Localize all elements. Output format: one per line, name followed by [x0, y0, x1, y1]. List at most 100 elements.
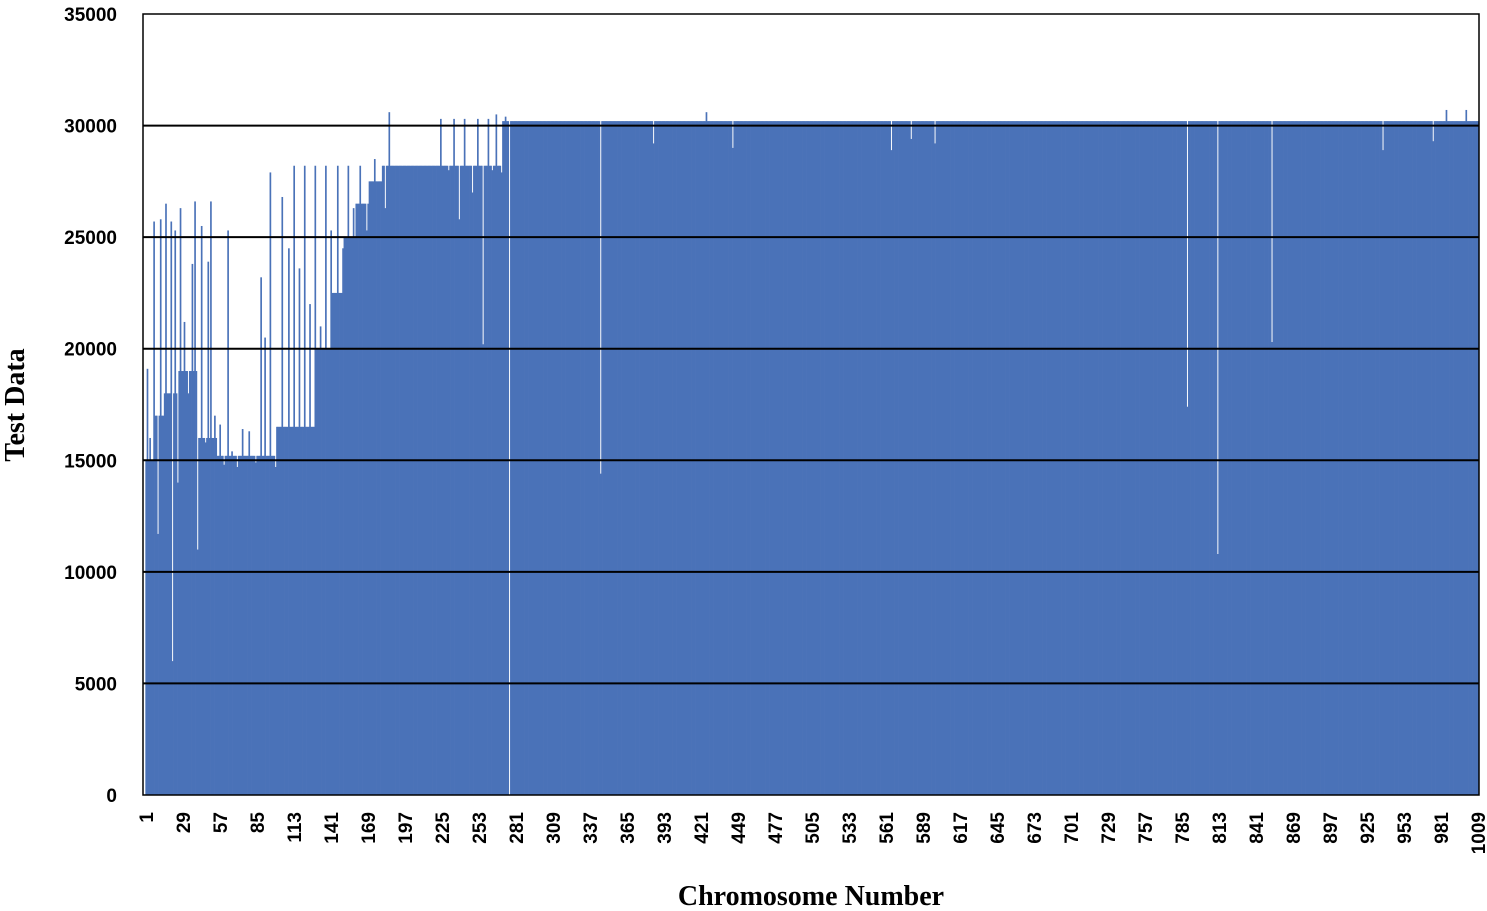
bar [659, 121, 662, 796]
bar [1181, 121, 1184, 796]
bar [706, 121, 709, 796]
bar [477, 118, 479, 795]
bar [1390, 121, 1392, 796]
bar [1460, 121, 1462, 796]
bar [643, 121, 646, 796]
bar [1231, 121, 1234, 796]
bar [517, 121, 520, 796]
bar [1346, 121, 1349, 796]
bar [769, 121, 771, 796]
bar [1117, 121, 1120, 796]
bar [675, 121, 677, 796]
bar [1099, 121, 1102, 796]
bar [934, 143, 936, 796]
bar [630, 121, 632, 796]
bar [917, 121, 919, 796]
bar [478, 165, 481, 796]
bar [1087, 121, 1090, 796]
bar [1320, 121, 1322, 796]
x-tick-label: 1 [137, 812, 158, 823]
bar [1203, 121, 1206, 796]
bar [184, 371, 187, 795]
bar [1141, 121, 1144, 796]
bar [1379, 121, 1382, 796]
bar [1022, 121, 1025, 796]
bar [557, 121, 560, 796]
bar [566, 121, 569, 796]
bar [272, 455, 274, 795]
bar [1462, 121, 1465, 796]
bar [1296, 121, 1298, 796]
bar [610, 121, 613, 796]
bar [589, 121, 592, 796]
bar [163, 393, 166, 795]
bar [680, 121, 683, 796]
bar [1121, 121, 1124, 796]
bar [206, 437, 208, 795]
bar [1469, 121, 1472, 796]
bar [997, 121, 1000, 796]
bar [841, 121, 844, 796]
bar [1183, 121, 1186, 796]
x-tick-label: 841 [1247, 812, 1268, 844]
bar [1018, 121, 1021, 796]
bar [899, 121, 902, 796]
bar [447, 170, 450, 795]
bar [749, 121, 751, 796]
bar [360, 203, 363, 796]
bar [1143, 121, 1145, 796]
bar [1234, 121, 1236, 796]
bar [366, 230, 368, 795]
bar [927, 121, 930, 796]
bar [314, 165, 317, 796]
bar [1338, 121, 1341, 796]
bar [1347, 121, 1350, 796]
bar [301, 426, 303, 795]
bar [923, 121, 926, 796]
bar [944, 121, 947, 796]
bar [175, 393, 178, 795]
bar [692, 121, 695, 796]
bar [1473, 121, 1476, 796]
bar [773, 121, 775, 796]
bar [1246, 121, 1248, 796]
bar [1301, 121, 1304, 796]
bar [1067, 121, 1070, 796]
bar [1157, 121, 1160, 796]
bar [231, 451, 233, 795]
bar [543, 121, 545, 796]
bar [400, 165, 403, 796]
bar [1398, 121, 1400, 796]
bar [1425, 121, 1428, 796]
bar [792, 121, 795, 796]
bar [783, 121, 786, 796]
bar [436, 165, 438, 796]
bar [457, 165, 459, 796]
bar [1008, 121, 1010, 796]
bar [1111, 121, 1113, 796]
bar [293, 165, 296, 796]
bar [775, 121, 778, 796]
bar [1366, 121, 1369, 796]
bar [511, 121, 514, 796]
bar [346, 237, 348, 795]
bar [532, 121, 535, 796]
bar [383, 165, 385, 796]
bar [964, 121, 967, 796]
bar [954, 121, 956, 796]
bar [147, 460, 150, 795]
bar [993, 121, 996, 796]
bar [507, 121, 510, 796]
bar [350, 237, 352, 795]
bar [363, 203, 366, 796]
bar [266, 455, 269, 795]
x-tick-label: 421 [692, 812, 713, 844]
bar [955, 121, 958, 796]
bar [325, 165, 327, 796]
bar [1053, 121, 1055, 796]
bar [251, 455, 253, 795]
bar [810, 121, 812, 796]
bar [726, 121, 729, 796]
x-axis-ticks: 1 29 57 85 113 141 169 197 225 253 281 309 337 365 393… [137, 812, 1487, 855]
bar [1102, 121, 1104, 796]
